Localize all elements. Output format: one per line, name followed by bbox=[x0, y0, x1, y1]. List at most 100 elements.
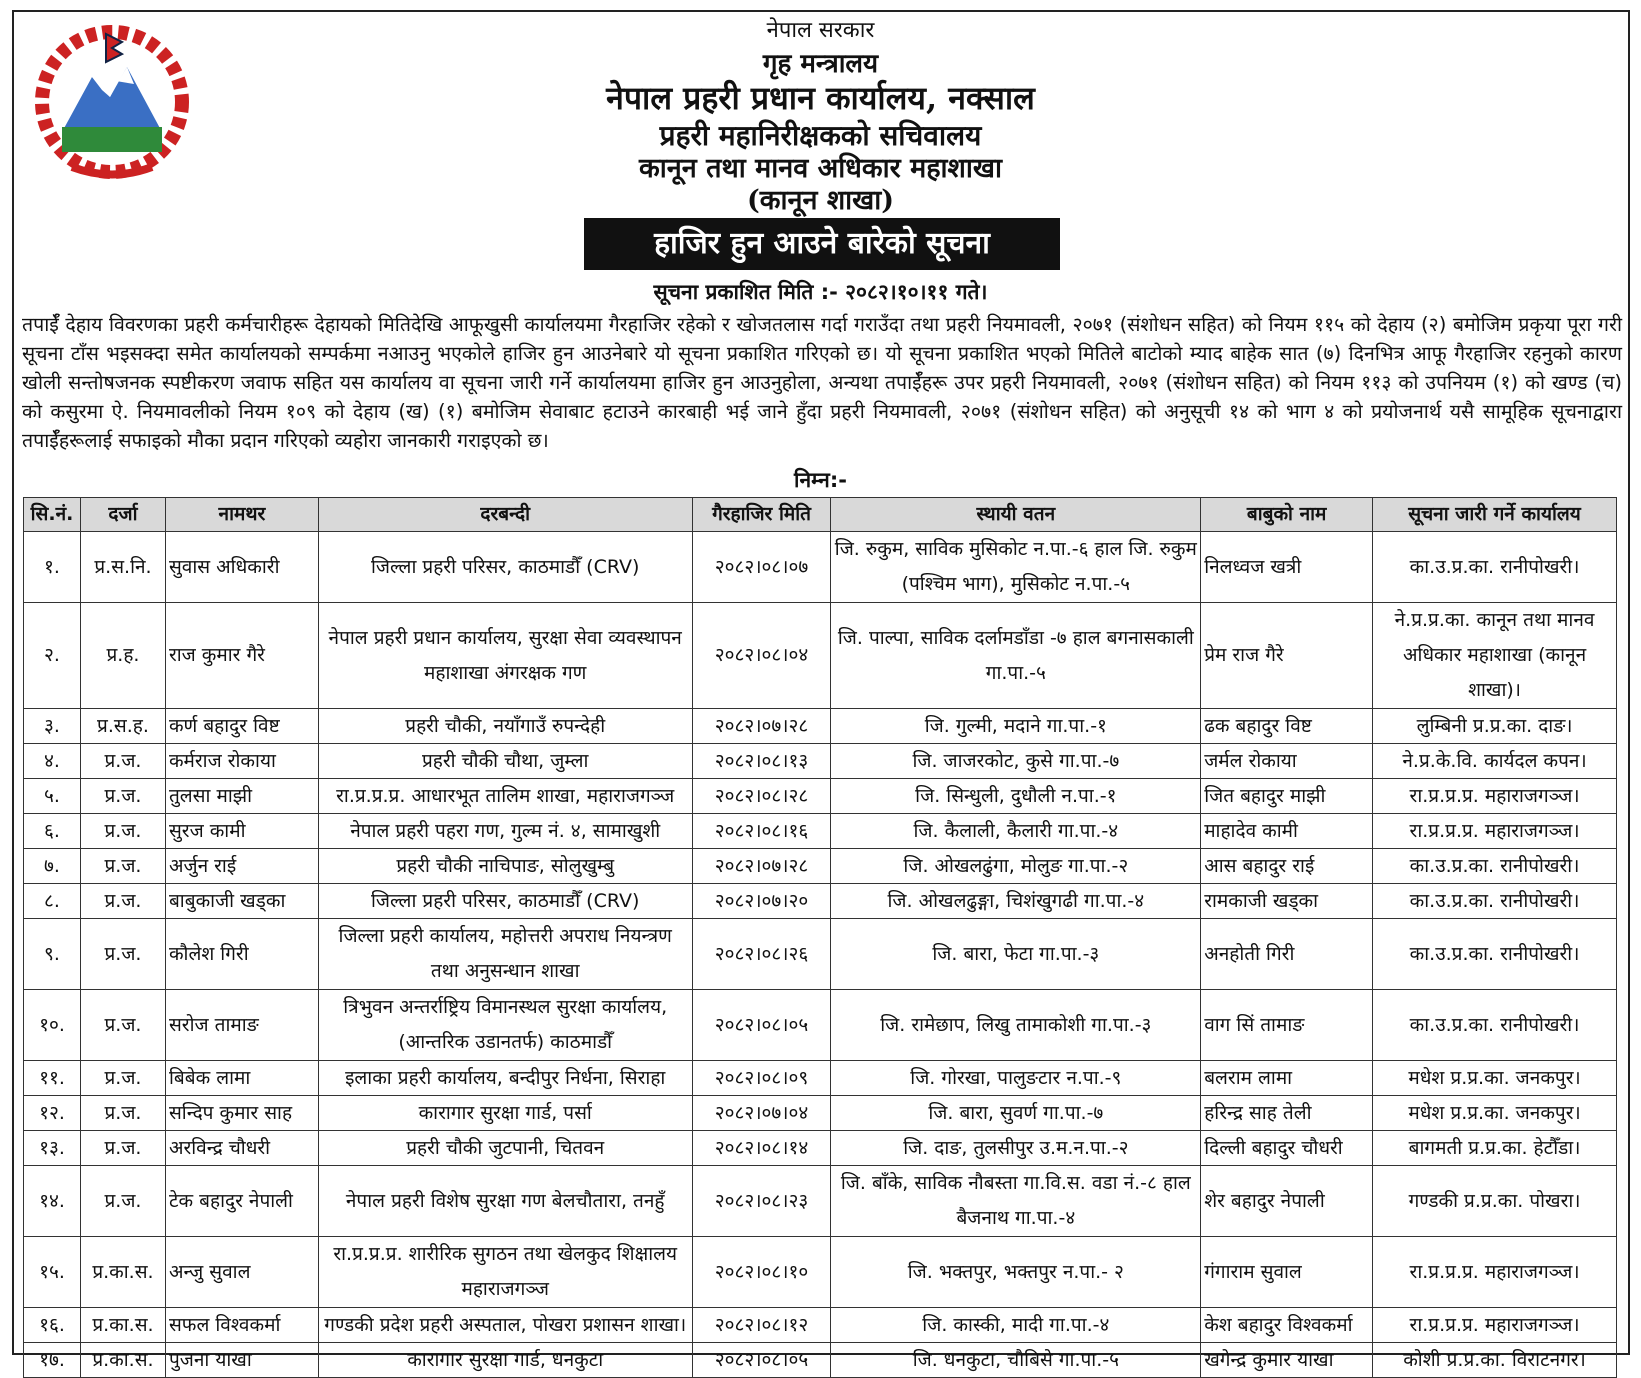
cell-permanent-address: जि. बारा, फेटा गा.पा.-३ bbox=[830, 918, 1202, 990]
column-header-father-name: बाबुको नाम bbox=[1200, 497, 1374, 532]
column-header-permanent-address: स्थायी वतन bbox=[830, 497, 1202, 532]
cell-absent-date: २०८२।०८।०९ bbox=[691, 1060, 832, 1096]
column-header-rank: दर्जा bbox=[79, 497, 166, 532]
column-header-absent-date: गैरहाजिर मिति bbox=[691, 497, 832, 532]
cell-father-name: केश बहादुर विश्वकर्मा bbox=[1200, 1307, 1374, 1343]
secretariat-title: प्रहरी महानिरीक्षकको सचिवालय bbox=[659, 119, 982, 152]
cell-issuing-office: का.उ.प्र.का. रानीपोखरी। bbox=[1372, 989, 1617, 1061]
cell-name: अन्जु सुवाल bbox=[164, 1236, 319, 1308]
cell-posting: रा.प्र.प्र.प्र. शारीरिक सुगठन तथा खेलकुद… bbox=[317, 1236, 693, 1308]
table-row: ६. प्र.ज. सुरज कामी नेपाल प्रहरी पहरा गण, ग… bbox=[23, 813, 1617, 849]
cell-issuing-office: मधेश प्र.प्र.का. जनकपुर। bbox=[1372, 1060, 1617, 1096]
cell-posting: जिल्ला प्रहरी परिसर, काठमाडौँ (CRV) bbox=[317, 883, 693, 919]
cell-rank: प्र.ज. bbox=[79, 989, 166, 1061]
cell-permanent-address: जि. कैलाली, कैलारी गा.पा.-४ bbox=[830, 813, 1202, 849]
cell-serial: ६. bbox=[23, 813, 81, 849]
cell-father-name: हरिन्द्र साह तेली bbox=[1200, 1095, 1374, 1131]
cell-father-name: वाग सिं तामाङ bbox=[1200, 989, 1374, 1061]
cell-name: बाबुकाजी खड्का bbox=[164, 883, 319, 919]
cell-father-name: जित बहादुर माझी bbox=[1200, 778, 1374, 814]
cell-name: सुरज कामी bbox=[164, 813, 319, 849]
cell-issuing-office: मधेश प्र.प्र.का. जनकपुर। bbox=[1372, 1095, 1617, 1131]
cell-name: अरविन्द्र चौधरी bbox=[164, 1130, 319, 1166]
cell-posting: गण्डकी प्रदेश प्रहरी अस्पताल, पोखरा प्रश… bbox=[317, 1307, 693, 1343]
cell-absent-date: २०८२।०८।०७ bbox=[691, 531, 832, 603]
cell-father-name: बलराम लामा bbox=[1200, 1060, 1374, 1096]
cell-serial: ३. bbox=[23, 708, 81, 744]
table-row: १०. प्र.ज. सरोज तामाङ त्रिभुवन अन्तर्राष्ट्… bbox=[23, 989, 1617, 1061]
cell-issuing-office: ने.प्र.प्र.का. कानून तथा मानव अधिकार महा… bbox=[1372, 602, 1617, 709]
cell-permanent-address: जि. सिन्धुली, दुधौली न.पा.-१ bbox=[830, 778, 1202, 814]
cell-serial: ४. bbox=[23, 743, 81, 779]
publish-date: सूचना प्रकाशित मिति :- २०८२।१०।११ गते। bbox=[653, 280, 988, 304]
cell-posting: प्रहरी चौकी चौथा, जुम्ला bbox=[317, 743, 693, 779]
cell-name: सुवास अधिकारी bbox=[164, 531, 319, 603]
cell-permanent-address: जि. ओखलढुङ्गा, चिशंखुगढी गा.पा.-४ bbox=[830, 883, 1202, 919]
cell-posting: इलाका प्रहरी कार्यालय, बन्दीपुर निर्धना,… bbox=[317, 1060, 693, 1096]
cell-issuing-office: कोशी प्र.प्र.का. विराटनगर। bbox=[1372, 1342, 1617, 1378]
cell-name: अर्जुन राई bbox=[164, 848, 319, 884]
cell-father-name: ढक बहादुर विष्ट bbox=[1200, 708, 1374, 744]
table-row: ८. प्र.ज. बाबुकाजी खड्का जिल्ला प्रहरी परिस… bbox=[23, 883, 1617, 919]
table-row: २. प्र.ह. राज कुमार गैरे नेपाल प्रहरी प्रधा… bbox=[23, 602, 1617, 709]
column-header-issuing-office: सूचना जारी गर्ने कार्यालय bbox=[1372, 497, 1617, 532]
cell-rank: प्र.ज. bbox=[79, 1095, 166, 1131]
cell-posting: कारागार सुरक्षा गार्ड, धनकुटा bbox=[317, 1342, 693, 1378]
cell-father-name: खगेन्द्र कुमार याखा bbox=[1200, 1342, 1374, 1378]
cell-posting: नेपाल प्रहरी पहरा गण, गुल्म नं. ४, सामाख… bbox=[317, 813, 693, 849]
cell-rank: प्र.का.स. bbox=[79, 1342, 166, 1378]
cell-rank: प्र.ज. bbox=[79, 1165, 166, 1237]
cell-posting: कारागार सुरक्षा गार्ड, पर्सा bbox=[317, 1095, 693, 1131]
cell-father-name: गंगाराम सुवाल bbox=[1200, 1236, 1374, 1308]
cell-serial: १०. bbox=[23, 989, 81, 1061]
table-row: १३. प्र.ज. अरविन्द्र चौधरी प्रहरी चौकी जुटप… bbox=[23, 1130, 1617, 1166]
absentee-table: सि.नं. दर्जा नामथर दरबन्दी गैरहाजिर मिति स्था… bbox=[23, 497, 1617, 1378]
office-title: नेपाल प्रहरी प्रधान कार्यालय, नक्साल bbox=[606, 79, 1035, 117]
table-row: १२. प्र.ज. सन्दिप कुमार साह कारागार सुरक्षा… bbox=[23, 1095, 1617, 1131]
notice-body: तपाईँ देहाय विवरणका प्रहरी कर्मचारीहरू द… bbox=[22, 313, 1622, 452]
cell-issuing-office: का.उ.प्र.का. रानीपोखरी। bbox=[1372, 918, 1617, 990]
cell-posting: जिल्ला प्रहरी कार्यालय, महोत्तरी अपराध न… bbox=[317, 918, 693, 990]
column-header-serial: सि.नं. bbox=[23, 497, 81, 532]
cell-permanent-address: जि. धनकुटा, चौबिसे गा.पा.-५ bbox=[830, 1342, 1202, 1378]
cell-permanent-address: जि. बारा, सुवर्ण गा.पा.-७ bbox=[830, 1095, 1202, 1131]
cell-permanent-address: जि. ओखलढुंगा, मोलुङ गा.पा.-२ bbox=[830, 848, 1202, 884]
cell-absent-date: २०८२।०८।०५ bbox=[691, 1342, 832, 1378]
table-row: ११. प्र.ज. बिबेक लामा इलाका प्रहरी कार्यालय… bbox=[23, 1060, 1617, 1096]
cell-rank: प्र.का.स. bbox=[79, 1307, 166, 1343]
cell-issuing-office: रा.प्र.प्र.प्र. महाराजगञ्ज। bbox=[1372, 813, 1617, 849]
cell-absent-date: २०८२।०८।२६ bbox=[691, 918, 832, 990]
cell-father-name: दिल्ली बहादुर चौधरी bbox=[1200, 1130, 1374, 1166]
cell-serial: ५. bbox=[23, 778, 81, 814]
cell-absent-date: २०८२।०८।१२ bbox=[691, 1307, 832, 1343]
table-row: १४. प्र.ज. टेक बहादुर नेपाली नेपाल प्रहरी व… bbox=[23, 1165, 1617, 1237]
cell-rank: प्र.ज. bbox=[79, 848, 166, 884]
cell-permanent-address: जि. कास्की, मादी गा.पा.-४ bbox=[830, 1307, 1202, 1343]
cell-issuing-office: रा.प्र.प्र.प्र. महाराजगञ्ज। bbox=[1372, 1236, 1617, 1308]
cell-name: सफल विश्वकर्मा bbox=[164, 1307, 319, 1343]
cell-serial: १६. bbox=[23, 1307, 81, 1343]
cell-rank: प्र.ज. bbox=[79, 1130, 166, 1166]
govt-title: नेपाल सरकार bbox=[766, 18, 875, 43]
cell-name: टेक बहादुर नेपाली bbox=[164, 1165, 319, 1237]
table-row: ३. प्र.स.ह. कर्ण बहादुर विष्ट प्रहरी चौकी, … bbox=[23, 708, 1617, 744]
nepal-emblem-logo bbox=[35, 25, 189, 179]
cell-father-name: माहादेव कामी bbox=[1200, 813, 1374, 849]
cell-serial: ७. bbox=[23, 848, 81, 884]
cell-permanent-address: जि. रामेछाप, लिखु तामाकोशी गा.पा.-३ bbox=[830, 989, 1202, 1061]
cell-name: राज कुमार गैरे bbox=[164, 602, 319, 709]
cell-permanent-address: जि. रुकुम, साविक मुसिकोट न.पा.-६ हाल जि.… bbox=[830, 531, 1202, 603]
cell-father-name: जर्मल रोकाया bbox=[1200, 743, 1374, 779]
table-header-row: सि.नं. दर्जा नामथर दरबन्दी गैरहाजिर मिति स्था… bbox=[23, 497, 1617, 532]
cell-father-name: रामकाजी खड्का bbox=[1200, 883, 1374, 919]
cell-issuing-office: का.उ.प्र.का. रानीपोखरी। bbox=[1372, 848, 1617, 884]
cell-name: कर्ण बहादुर विष्ट bbox=[164, 708, 319, 744]
cell-name: कौलेश गिरी bbox=[164, 918, 319, 990]
cell-father-name: प्रेम राज गैरे bbox=[1200, 602, 1374, 709]
table-row: १७. प्र.का.स. पुजना याखा कारागार सुरक्षा गा… bbox=[23, 1342, 1617, 1378]
cell-absent-date: २०८२।०८।१६ bbox=[691, 813, 832, 849]
cell-name: सन्दिप कुमार साह bbox=[164, 1095, 319, 1131]
table-row: ५. प्र.ज. तुलसा माझी रा.प्र.प्र.प्र. आधारभू… bbox=[23, 778, 1617, 814]
cell-posting: नेपाल प्रहरी विशेष सुरक्षा गण बेलचौतारा,… bbox=[317, 1165, 693, 1237]
notice-title: हाजिर हुन आउने बारेको सूचना bbox=[584, 218, 1060, 270]
